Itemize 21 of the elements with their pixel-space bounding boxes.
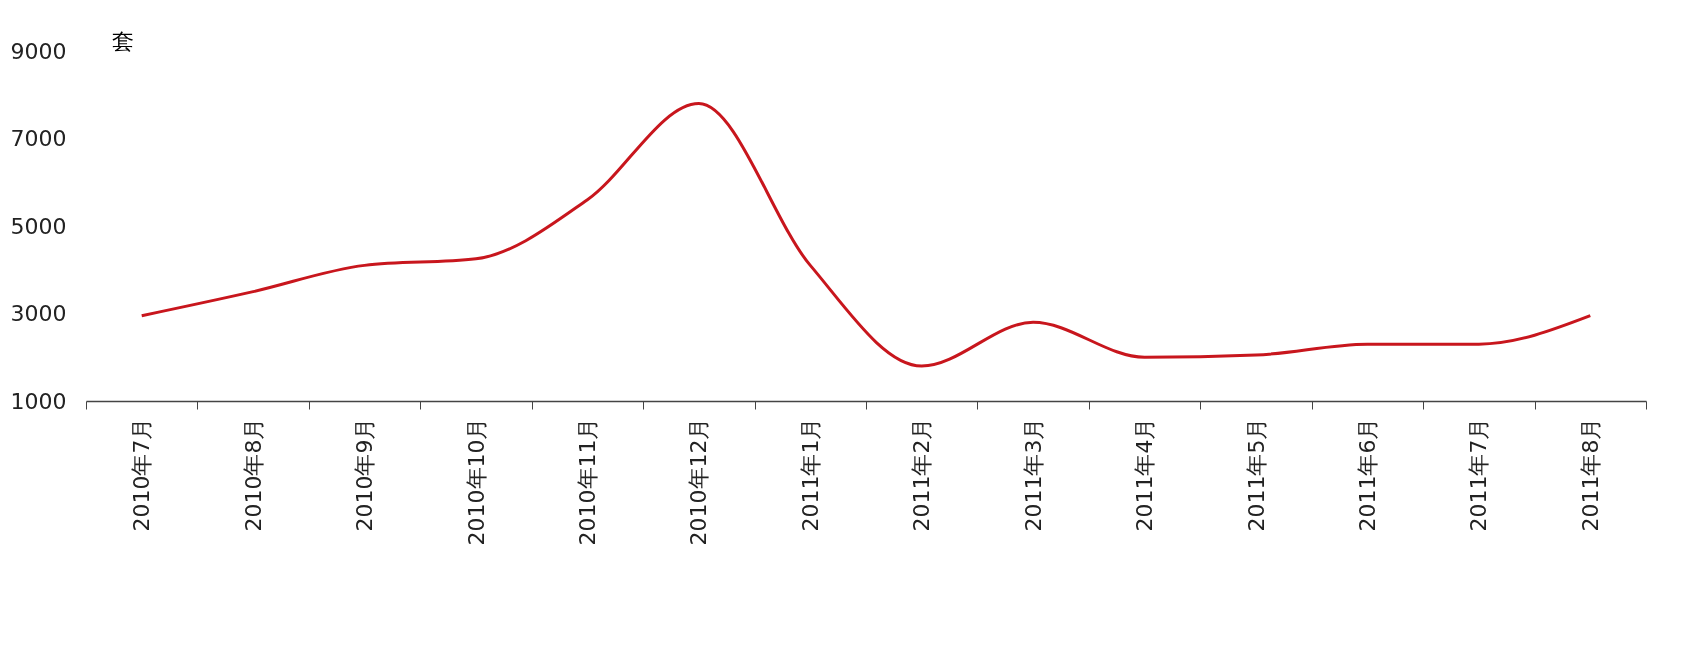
x-tick-label: 2011年8月 bbox=[1577, 417, 1603, 532]
x-tick-label: 2010年8月 bbox=[240, 417, 266, 532]
y-axis-title: 套 bbox=[111, 28, 134, 54]
x-tick-label: 2011年2月 bbox=[909, 417, 935, 532]
x-tick-label: 2011年1月 bbox=[797, 417, 823, 532]
x-tick-label: 2011年5月 bbox=[1243, 417, 1269, 532]
x-tick-label: 2011年7月 bbox=[1466, 417, 1492, 532]
y-tick-label: 7000 bbox=[10, 126, 67, 151]
x-tick-label: 2011年6月 bbox=[1354, 417, 1380, 532]
y-tick-label: 5000 bbox=[10, 213, 67, 239]
x-tick-label: 2010年12月 bbox=[686, 417, 712, 546]
x-tick-label: 2010年7月 bbox=[129, 417, 155, 532]
line-series bbox=[140, 102, 1592, 368]
x-tick-label: 2010年10月 bbox=[463, 417, 489, 546]
y-tick-label: 9000 bbox=[10, 38, 67, 64]
x-tick-label: 2010年9月 bbox=[352, 417, 378, 532]
y-tick-label: 1000 bbox=[10, 388, 67, 414]
x-tick-label: 2011年4月 bbox=[1132, 417, 1158, 532]
x-tick-label: 2011年3月 bbox=[1020, 417, 1046, 532]
x-tick-label: 2010年11月 bbox=[574, 417, 600, 546]
y-tick-label: 3000 bbox=[10, 301, 67, 326]
